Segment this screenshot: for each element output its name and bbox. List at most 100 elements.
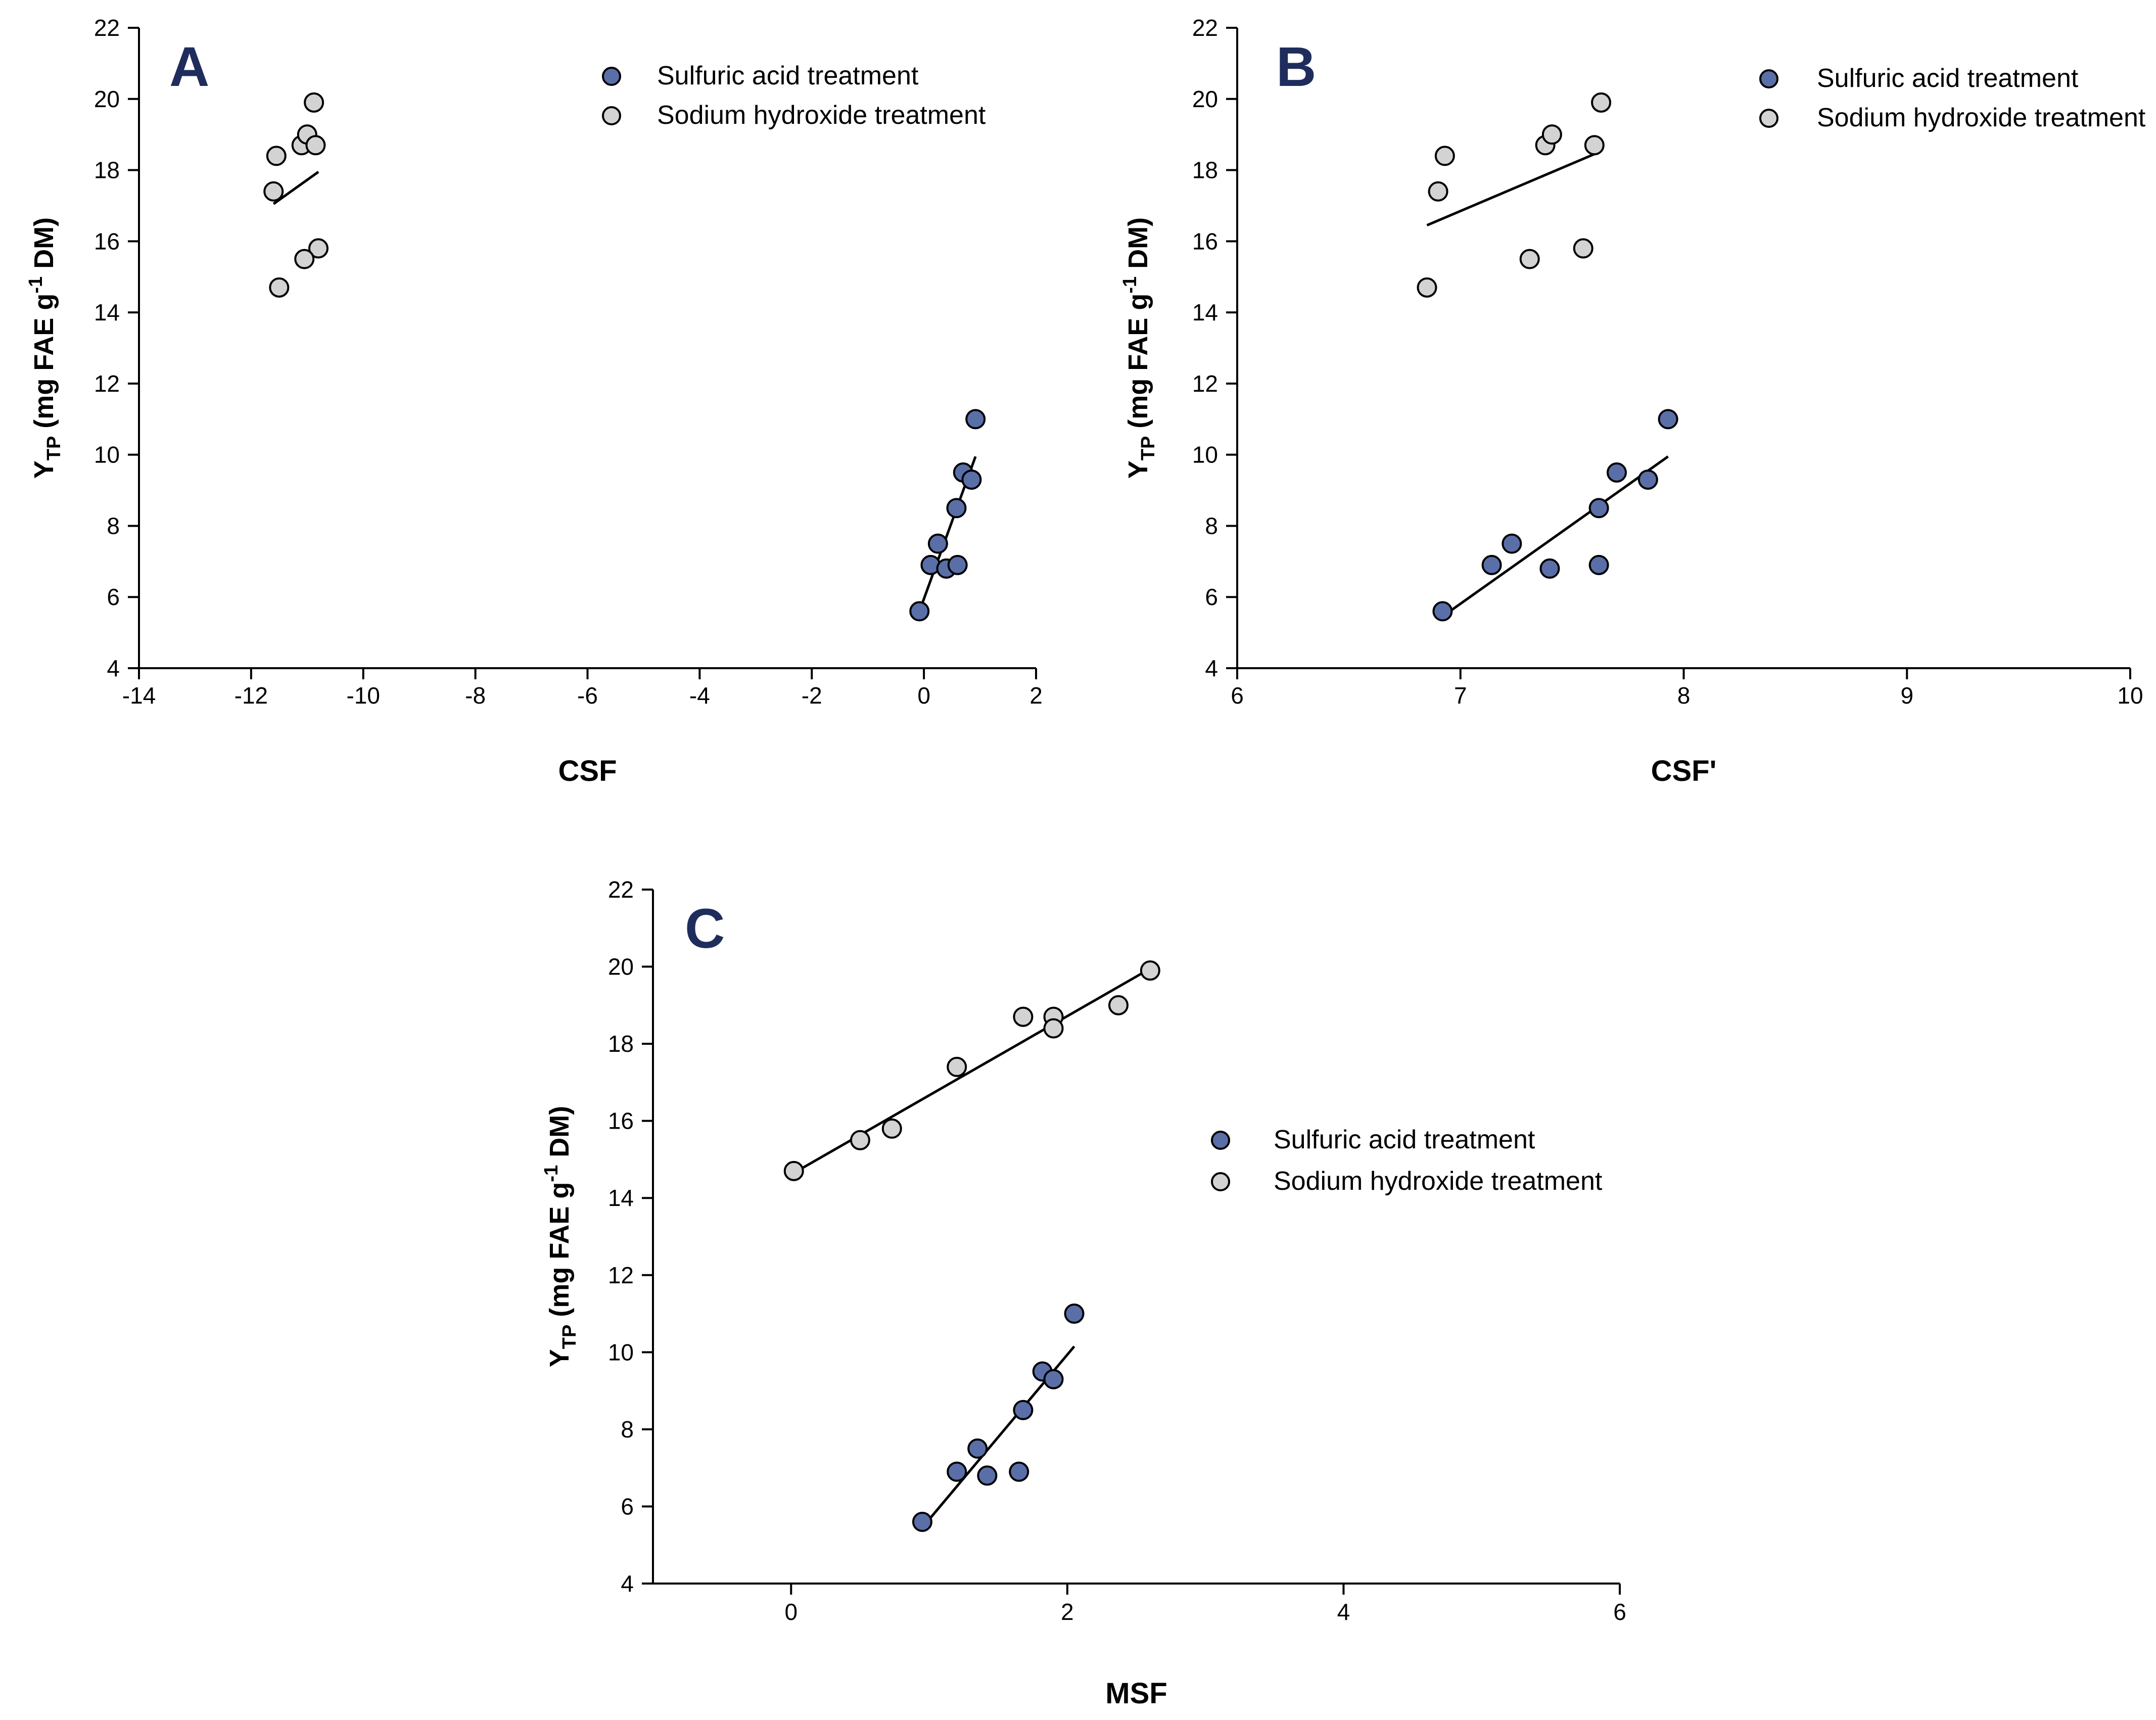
- panel-label: B: [1276, 36, 1316, 98]
- data-point: [1588, 498, 1609, 519]
- regression-line: [1444, 455, 1669, 616]
- data-point: [783, 1160, 804, 1181]
- regression-line: [1426, 153, 1595, 226]
- y-tick-label: 8: [621, 1416, 634, 1443]
- x-tick-label: 7: [1454, 682, 1467, 709]
- y-tick-label: 22: [608, 876, 634, 903]
- y-tick-label: 8: [107, 513, 120, 539]
- y-tick-label: 20: [608, 954, 634, 980]
- data-point: [1013, 1006, 1034, 1027]
- x-tick-label: 2: [1029, 682, 1043, 709]
- panel-label: A: [169, 36, 209, 98]
- legend-entry: Sodium hydroxide treatment: [657, 101, 986, 130]
- data-point: [947, 554, 968, 575]
- data-point: [967, 1438, 988, 1459]
- x-tick-label: 8: [1677, 682, 1691, 709]
- data-point: [947, 1056, 967, 1077]
- legend-marker: [1759, 69, 1778, 88]
- x-tick-label: -12: [235, 682, 268, 709]
- y-tick-label: 20: [94, 86, 120, 112]
- y-tick-label: 16: [94, 228, 120, 254]
- data-point: [1417, 277, 1437, 298]
- data-point: [1428, 181, 1448, 202]
- legend-entry: Sulfuric acid treatment: [657, 61, 919, 90]
- x-tick-label: 6: [1613, 1599, 1626, 1625]
- x-tick-label: -4: [689, 682, 710, 709]
- data-point: [1043, 1369, 1064, 1389]
- data-point: [269, 277, 290, 298]
- data-point: [1573, 238, 1593, 259]
- y-tick-label: 20: [1192, 86, 1218, 112]
- data-point: [308, 238, 329, 259]
- data-point: [1502, 533, 1522, 554]
- y-tick-label: 4: [1205, 655, 1218, 681]
- legend-marker: [1759, 109, 1778, 128]
- y-tick-label: 4: [107, 655, 120, 681]
- y-tick-label: 16: [1192, 228, 1218, 254]
- data-point: [1481, 554, 1502, 575]
- data-point: [850, 1130, 870, 1150]
- y-tick-label: 12: [94, 370, 120, 397]
- data-point: [1009, 1461, 1029, 1482]
- data-point: [912, 1511, 932, 1532]
- x-tick-label: 2: [1061, 1599, 1074, 1625]
- data-point: [1584, 135, 1605, 156]
- data-point: [1140, 960, 1160, 981]
- data-point: [1588, 554, 1609, 575]
- legend-entry: Sodium hydroxide treatment: [1817, 103, 2146, 132]
- regression-line: [272, 171, 319, 205]
- y-tick-label: 8: [1205, 513, 1218, 539]
- data-point: [1541, 124, 1562, 145]
- data-point: [1434, 146, 1455, 166]
- x-tick-label: 10: [2117, 682, 2143, 709]
- x-tick-label: -6: [577, 682, 598, 709]
- panel-label: C: [685, 898, 725, 960]
- data-point: [1108, 995, 1129, 1015]
- regression-line: [793, 967, 1151, 1174]
- data-point: [965, 409, 986, 430]
- y-tick-label: 14: [94, 299, 120, 326]
- legend-marker: [1211, 1172, 1230, 1191]
- data-point: [1591, 92, 1612, 113]
- data-point: [947, 1461, 967, 1482]
- data-point: [305, 135, 326, 156]
- data-point: [1637, 469, 1658, 490]
- x-tick-label: -8: [465, 682, 486, 709]
- data-point: [266, 146, 287, 166]
- x-axis-title: CSF': [1651, 755, 1717, 787]
- y-tick-label: 12: [1192, 370, 1218, 397]
- data-point: [881, 1118, 902, 1139]
- data-point: [909, 601, 930, 622]
- data-point: [1539, 558, 1560, 579]
- x-tick-label: -10: [347, 682, 380, 709]
- legend-marker: [1211, 1131, 1230, 1150]
- y-tick-label: 6: [621, 1493, 634, 1519]
- x-tick-label: -14: [122, 682, 156, 709]
- data-point: [946, 498, 967, 519]
- data-point: [263, 181, 284, 202]
- data-point: [1606, 462, 1627, 483]
- y-tick-label: 10: [1192, 442, 1218, 468]
- data-point: [304, 92, 324, 113]
- y-axis-title: YTP (mg FAE g-1 DM): [25, 217, 65, 479]
- x-tick-label: -2: [802, 682, 822, 709]
- y-tick-label: 18: [1192, 157, 1218, 183]
- y-tick-label: 16: [608, 1108, 634, 1134]
- y-axis-title: YTP (mg FAE g-1 DM): [541, 1106, 580, 1367]
- data-point: [1432, 601, 1453, 622]
- y-tick-label: 10: [608, 1339, 634, 1365]
- data-point: [927, 533, 948, 554]
- y-tick-label: 6: [107, 584, 120, 610]
- y-tick-label: 22: [94, 15, 120, 41]
- y-tick-label: 10: [94, 442, 120, 468]
- legend-marker: [602, 106, 621, 125]
- x-tick-label: 6: [1231, 682, 1244, 709]
- data-point: [1064, 1304, 1085, 1324]
- x-tick-label: 0: [917, 682, 930, 709]
- x-axis-title: MSF: [1105, 1677, 1167, 1710]
- y-tick-label: 14: [1192, 299, 1218, 326]
- y-tick-label: 6: [1205, 584, 1218, 610]
- data-point: [1013, 1400, 1034, 1420]
